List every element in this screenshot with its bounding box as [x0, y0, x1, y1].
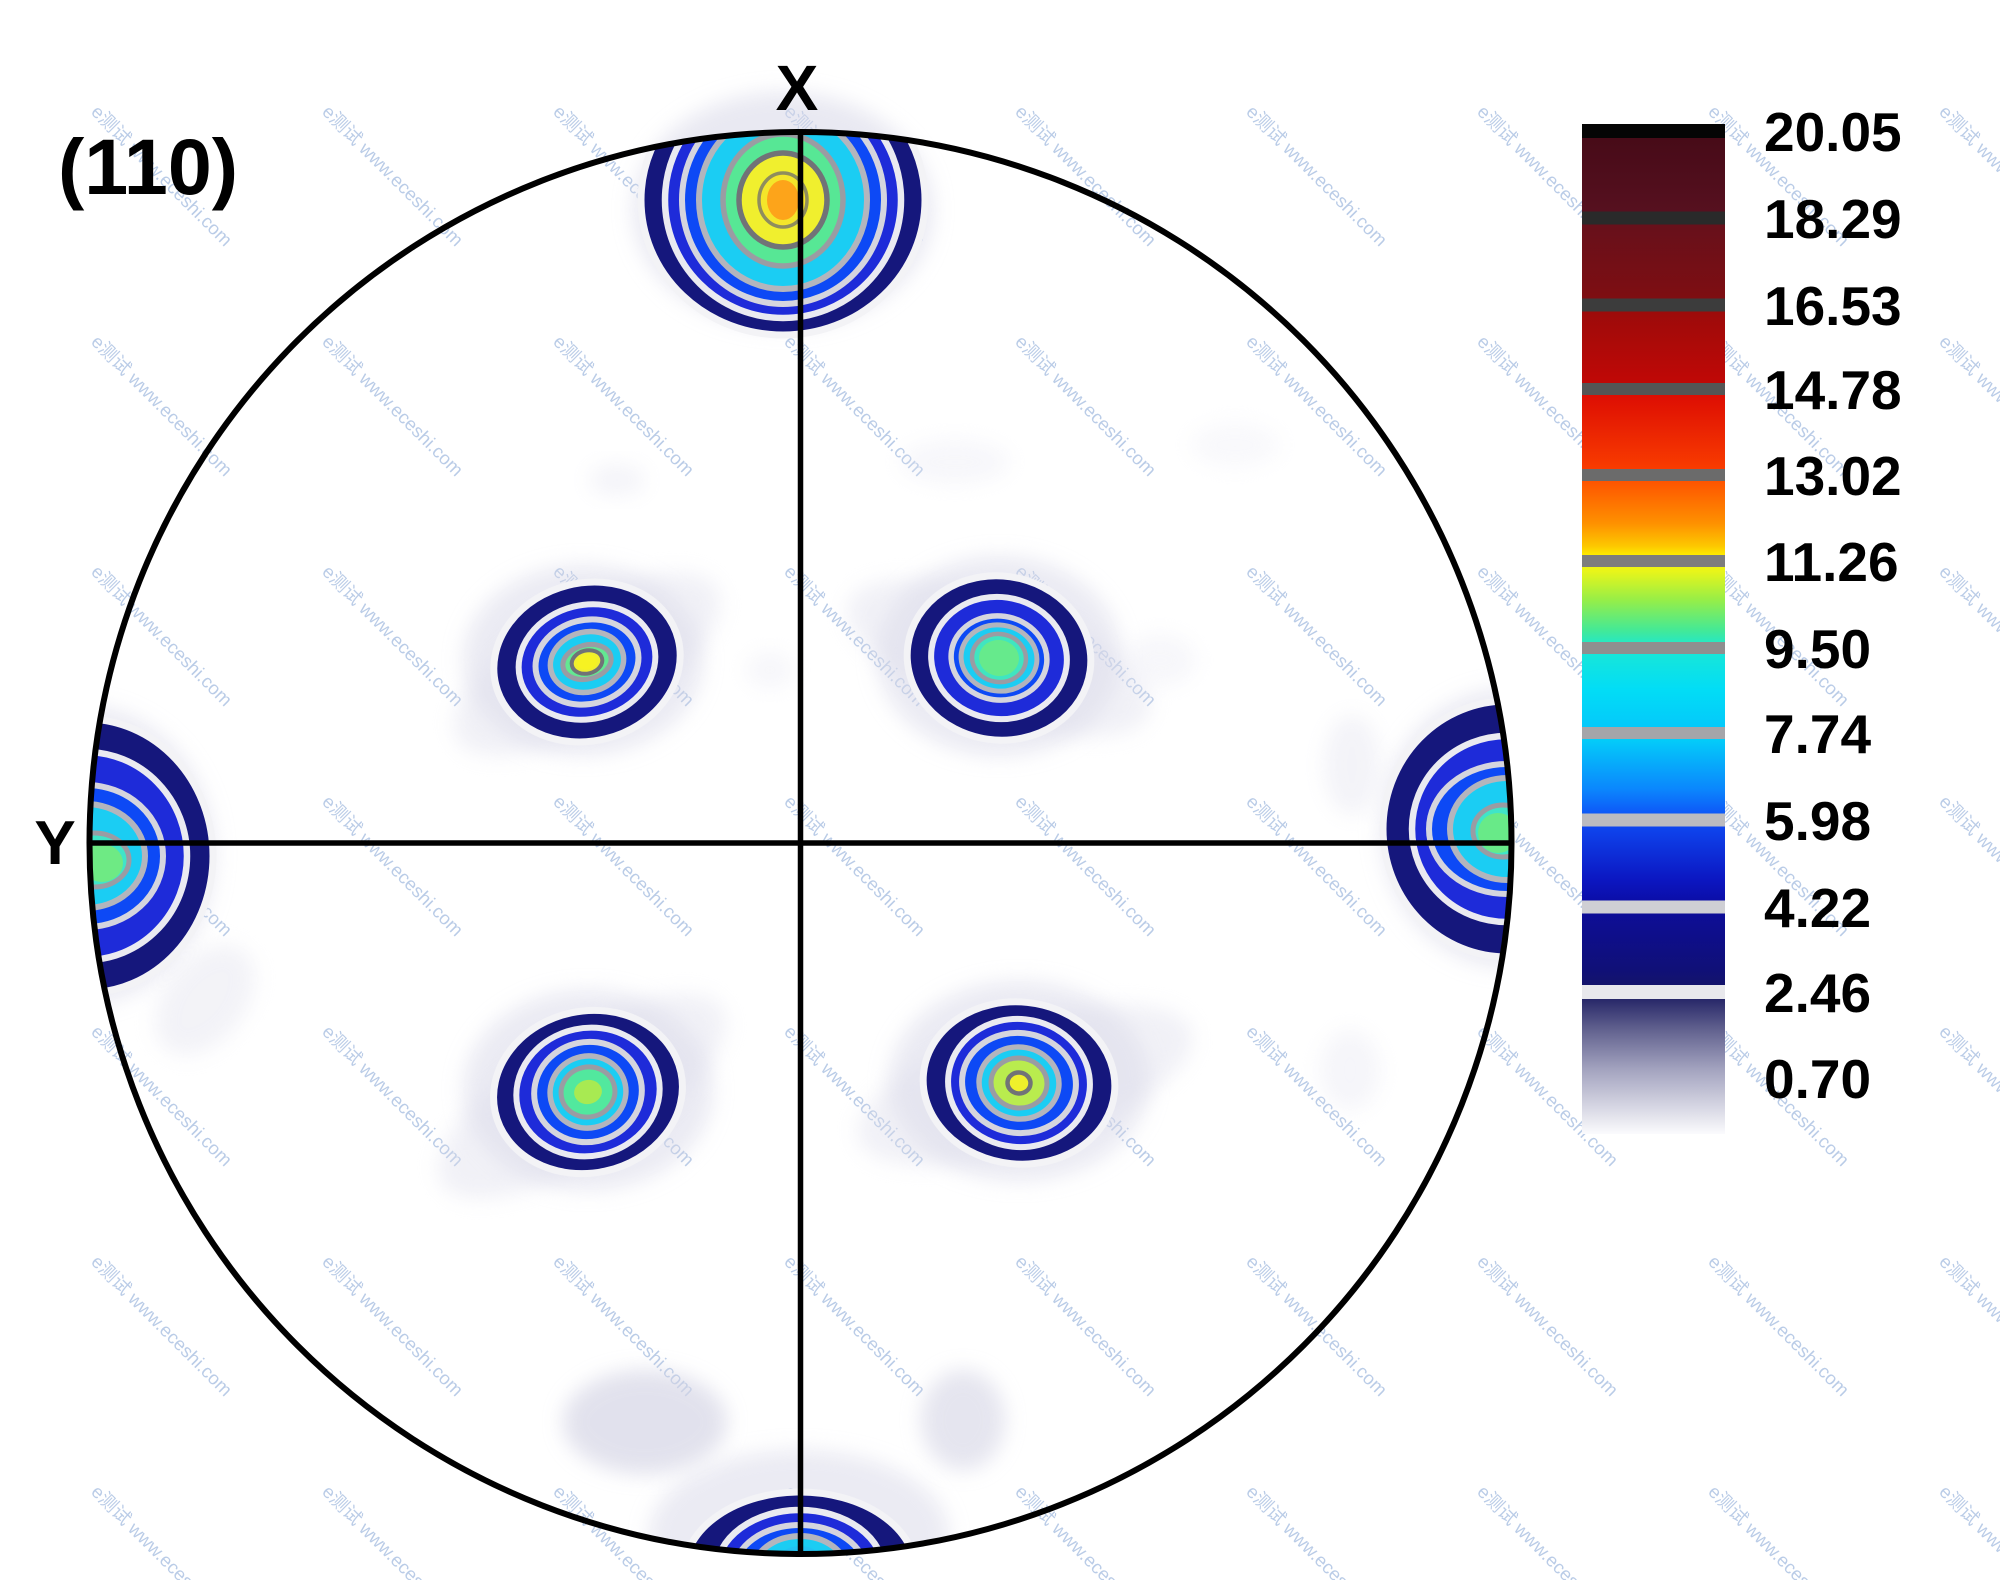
svg-text:16.53: 16.53	[1764, 275, 1902, 337]
svg-text:18.29: 18.29	[1764, 188, 1902, 250]
svg-text:2.46: 2.46	[1764, 962, 1871, 1024]
svg-text:0.70: 0.70	[1764, 1048, 1871, 1110]
svg-text:7.74: 7.74	[1764, 703, 1871, 765]
svg-text:11.26: 11.26	[1764, 531, 1899, 593]
svg-text:Y: Y	[34, 809, 75, 878]
svg-text:5.98: 5.98	[1764, 790, 1871, 852]
svg-text:4.22: 4.22	[1764, 877, 1871, 939]
svg-text:20.05: 20.05	[1764, 101, 1902, 163]
svg-text:9.50: 9.50	[1764, 618, 1871, 680]
svg-text:14.78: 14.78	[1764, 359, 1902, 421]
svg-text:(110): (110)	[58, 122, 238, 211]
svg-text:X: X	[776, 52, 819, 124]
svg-text:13.02: 13.02	[1764, 445, 1902, 507]
